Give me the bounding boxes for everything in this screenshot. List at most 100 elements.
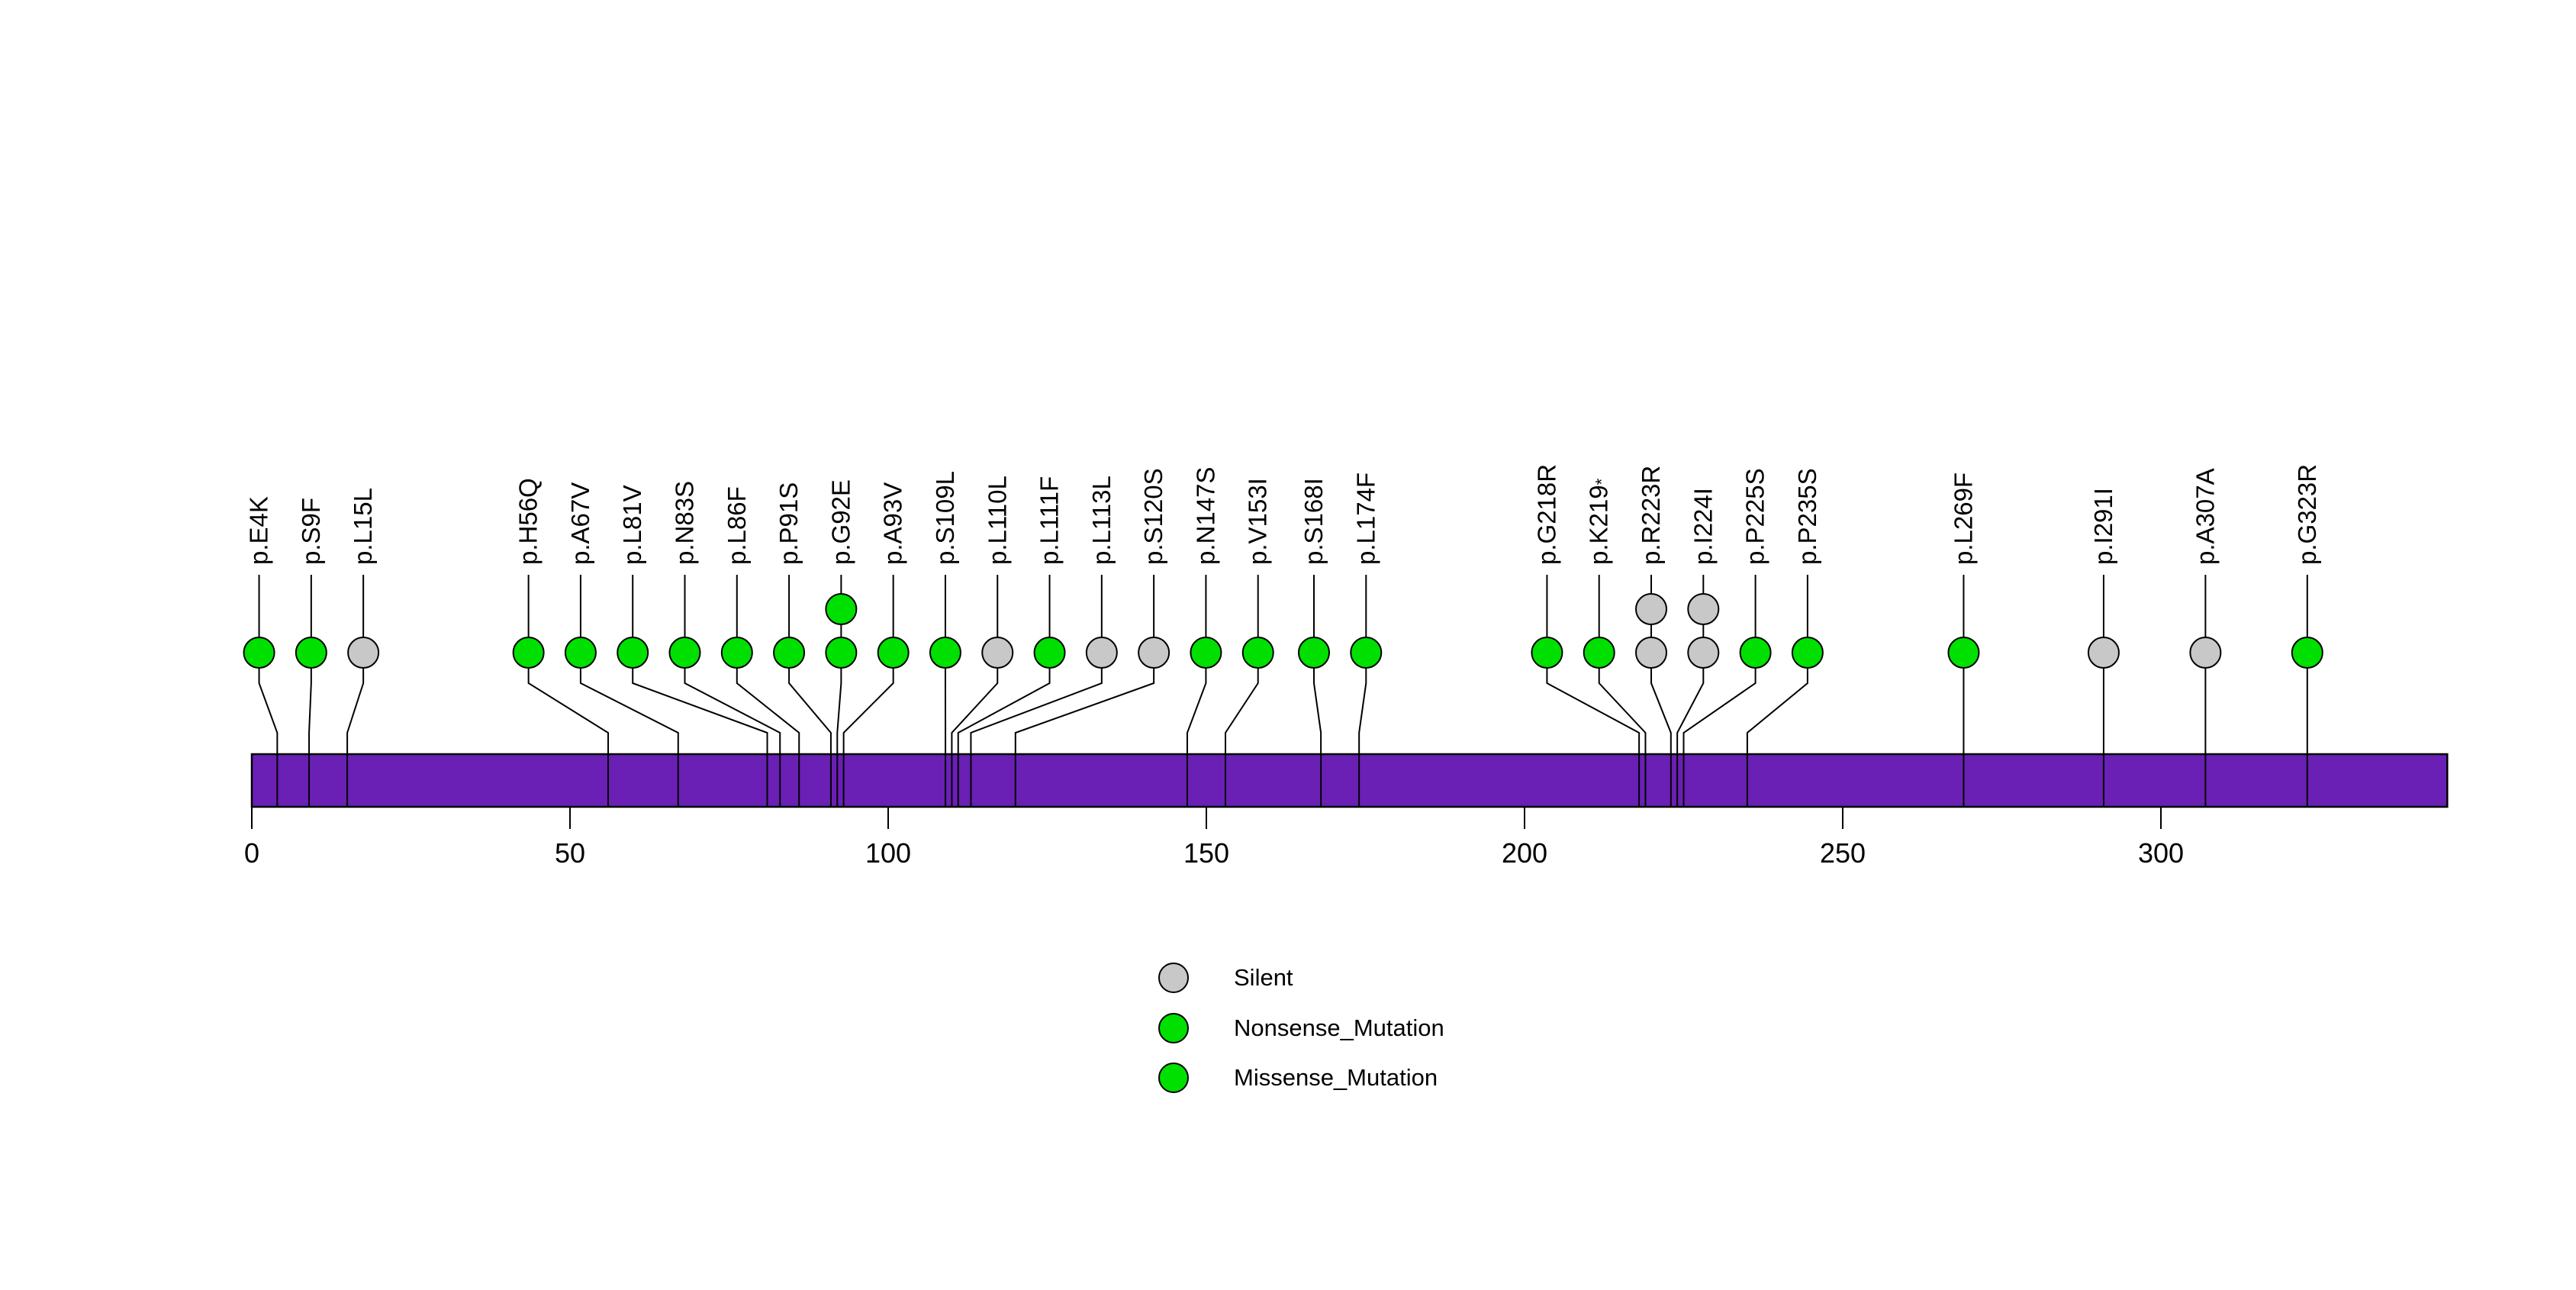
mutation-circle-p.K219* [1583,637,1615,669]
mutation-labels: p.E4K p.S9F p.L15L p.H56Q p.A67V p.L81V p.N83S… [245,464,2321,565]
mutation-circle-p.V153I [1241,637,1274,669]
mutation-label-p.H56Q: p.H56Q [514,478,543,565]
mutation-label-p.L110L: p.L110L [983,476,1011,565]
legend-label-missense: Missense_Mutation [1234,1064,1438,1091]
mutation-circle-p.A67V [564,637,597,669]
lollipop-stick-p.L86F [736,575,800,807]
mutation-label-p.L15L: p.L15L [349,488,377,565]
mutation-label-p.G323R: p.G323R [2293,464,2321,565]
mutation-circle-p.A93V [877,637,910,669]
x-axis-tick-label: 200 [1502,837,1547,869]
lollipop-stick-p.N83S [684,575,781,807]
mutation-circle-p.P235S [1791,637,1824,669]
mutation-circle-p.L81V [617,637,649,669]
mutation-label-p.S168I: p.S168I [1299,478,1328,565]
lollipop-stick-p.A93V [842,575,894,807]
mutation-label-p.I291I: p.I291I [2089,488,2117,565]
mutation-label-p.P235S: p.P235S [1793,468,1821,565]
mutation-circle-p.G218R [1531,637,1563,669]
mutation-label-p.P91S: p.P91S [774,482,803,565]
lollipop-stick-p.L110L [951,575,999,807]
lollipop-stick-p.H56Q [527,575,610,807]
legend-item-nonsense-mutation: Nonsense_Mutation [1158,1013,1444,1043]
mutation-circle-p.L113L [1085,637,1118,669]
mutation-label-p.V153I: p.V153I [1244,478,1272,565]
mutation-label-p.I224I: p.I224I [1689,488,1717,565]
legend-item-silent: Silent [1158,963,1293,993]
mutation-circle-p.A307A [2189,637,2222,669]
protein-body-bar [250,753,2449,808]
mutation-circle-p.E4K [243,637,275,669]
mutation-circle-p.R223R [1635,637,1668,669]
lollipop-stick-p.S9F [308,575,312,807]
legend-item-missense-mutation: Missense_Mutation [1158,1063,1438,1093]
mutation-label-p.L111F: p.L111F [1035,476,1064,565]
mutation-circle-p.G323R [2291,637,2323,669]
mutation-circles [243,593,2323,669]
mutation-circle-p.P225S [1739,637,1772,669]
lollipop-stick-p.A67V [579,575,679,807]
lollipop-sticks [258,575,2308,807]
mutation-circle-p.N147S [1190,637,1222,669]
legend-label-nonsense: Nonsense_Mutation [1234,1014,1444,1041]
legend-label-silent: Silent [1234,964,1293,991]
mutation-label-p.A307A: p.A307A [2191,468,2219,565]
mutation-circle-p.L110L [981,637,1014,669]
legend-swatch-missense-icon [1158,1063,1189,1093]
x-axis-tick-label: 0 [244,837,259,869]
lollipop-stick-p.L111F [957,575,1051,807]
mutation-label-p.G92E: p.G92E [826,479,855,565]
lollipop-stick-p.L81V [632,575,768,807]
lollipop-stick-p.G92E [836,575,842,807]
mutation-circle-p.L111F [1033,637,1066,669]
mutation-label-p.S120S: p.S120S [1139,468,1167,565]
mutation-circle-p.S109L [929,637,961,669]
mutation-circle-p.H56Q [512,637,545,669]
lollipop-stick-p.L174F [1358,575,1367,807]
mutation-label-p.S109L: p.S109L [931,471,959,565]
x-axis-tick-label: 300 [2138,837,2184,869]
mutation-circle-p.S9F [295,637,327,669]
mutation-label-p.L86F: p.L86F [723,486,751,565]
mutation-circle-p.I224I [1687,593,1720,625]
mutation-label-p.L81V: p.L81V [618,485,646,565]
lollipop-stick-p.S120S [1014,575,1155,807]
lollipop-stick-p.P235S [1746,575,1808,807]
mutation-circle-p.L269F [1947,637,1980,669]
lollipop-stick-p.P225S [1682,575,1757,807]
mutation-label-p.L269F: p.L269F [1949,472,1977,565]
lollipop-stick-p.V153I [1225,575,1259,807]
mutation-circle-p.G92E [825,637,858,669]
lollipop-stick-p.R223R [1650,575,1672,807]
lollipop-stick-p.G218R [1546,575,1641,807]
mutation-circle-p.L86F [720,637,753,669]
mutation-circle-p.I224I [1687,637,1720,669]
mutation-label-p.A67V: p.A67V [566,482,594,565]
lollipop-stick-p.N147S [1186,575,1207,807]
mutation-label-p.E4K: p.E4K [245,496,273,565]
mutation-label-p.G218R: p.G218R [1532,464,1560,565]
legend-swatch-nonsense-icon [1158,1013,1189,1043]
lollipop-stick-p.L113L [970,575,1103,807]
legend-swatch-silent-icon [1158,963,1189,993]
mutation-circle-p.R223R [1635,593,1668,625]
mutation-label-p.K219*: p.K219* [1585,478,1613,565]
mutation-circle-p.G92E [825,593,858,625]
mutation-label-p.A93V: p.A93V [879,482,907,565]
mutation-circle-p.N83S [668,637,701,669]
mutation-label-p.L174F: p.L174F [1351,472,1380,565]
mutation-label-p.R223R: p.R223R [1637,466,1665,565]
lollipop-stick-p.S168I [1312,575,1322,807]
x-axis-tick-label: 250 [1820,837,1866,869]
mutation-label-p.N147S: p.N147S [1191,467,1219,565]
x-axis: 0 50 100 150 200 250 300 [244,807,2184,869]
mutation-label-p.L113L: p.L113L [1087,476,1116,565]
lollipop-stick-p.P91S [788,575,832,807]
lollipop-stick-p.L15L [346,575,365,807]
x-axis-tick-label: 100 [865,837,911,869]
lollipop-stick-p.I224I [1676,575,1705,807]
mutation-label-p.S9F: p.S9F [297,498,325,565]
mutation-circle-p.P91S [773,637,806,669]
mutation-circle-p.L174F [1350,637,1383,669]
